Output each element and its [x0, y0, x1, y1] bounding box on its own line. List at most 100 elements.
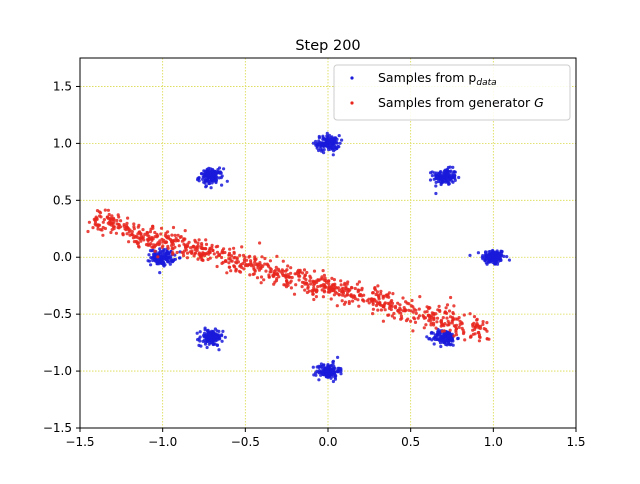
generator-point [246, 264, 250, 268]
generator-point [373, 286, 377, 291]
generator-point [242, 260, 246, 264]
generator-point [318, 284, 322, 288]
data-point [498, 256, 503, 260]
data-point [169, 257, 173, 261]
generator-point [281, 269, 285, 273]
generator-point [449, 295, 453, 300]
generator-point [286, 264, 290, 268]
generator-point [154, 243, 158, 247]
generator-point [153, 249, 157, 253]
generator-point [422, 326, 426, 330]
generator-point [273, 280, 277, 284]
generator-point [476, 331, 480, 335]
data-point [431, 331, 435, 335]
data-point [494, 251, 498, 255]
generator-point [196, 241, 200, 245]
generator-point [332, 283, 336, 288]
data-point [173, 257, 177, 261]
data-point [441, 180, 445, 184]
generator-point [446, 323, 450, 327]
generator-point [232, 246, 236, 250]
generator-point [427, 314, 432, 318]
generator-point [107, 212, 111, 217]
data-point [203, 326, 207, 330]
x-tick-label: −1.5 [65, 435, 94, 449]
generator-point [311, 290, 315, 294]
generator-point [253, 257, 257, 261]
data-point [331, 379, 335, 384]
generator-point [166, 246, 170, 250]
generator-point [356, 298, 360, 302]
generator-point [413, 320, 418, 324]
data-point [197, 179, 201, 183]
generator-point [302, 281, 306, 285]
legend: Samples from pdata Samples from generato… [333, 64, 571, 121]
generator-point [210, 243, 214, 247]
generator-point [290, 275, 294, 280]
generator-point [252, 263, 256, 267]
generator-point [487, 337, 491, 341]
generator-point [260, 255, 264, 259]
generator-point [473, 325, 478, 330]
data-point [505, 255, 509, 259]
generator-point [357, 288, 361, 292]
generator-point [451, 311, 455, 315]
generator-point [218, 252, 222, 256]
generator-point [87, 220, 91, 224]
generator-point [398, 303, 402, 307]
generator-point [151, 224, 155, 228]
data-point [326, 363, 330, 367]
generator-point [171, 252, 175, 256]
data-point [502, 254, 506, 258]
generator-point [460, 322, 464, 326]
generator-point [173, 233, 177, 237]
generator-point [159, 232, 163, 236]
data-point [204, 185, 208, 189]
generator-point [262, 278, 266, 282]
generator-point [477, 339, 481, 343]
data-point [432, 177, 436, 181]
generator-point [96, 227, 100, 231]
generator-point [229, 269, 233, 273]
generator-point [312, 283, 316, 287]
generator-point [115, 218, 119, 223]
data-point [484, 250, 488, 254]
x-tick-label: −1.0 [148, 435, 177, 449]
y-tick-label: 1.5 [53, 79, 72, 93]
generator-point [110, 214, 114, 218]
generator-point [281, 259, 285, 263]
data-point [331, 359, 335, 363]
data-point [201, 339, 205, 343]
data-point [209, 167, 213, 171]
data-point [201, 177, 205, 181]
generator-point [384, 293, 388, 297]
data-point [222, 167, 226, 171]
data-point [214, 174, 218, 178]
legend-label-generator: Samples from generator G [378, 95, 544, 110]
generator-point [355, 282, 359, 286]
generator-point [214, 255, 219, 259]
generator-point [294, 283, 298, 287]
generator-point [139, 239, 143, 243]
data-point [340, 138, 344, 142]
data-point [154, 259, 158, 263]
generator-point [224, 259, 228, 263]
generator-point [234, 260, 238, 264]
generator-point [86, 229, 90, 234]
generator-point [101, 233, 105, 237]
data-point [220, 183, 224, 187]
generator-point [114, 231, 118, 235]
generator-point [458, 319, 462, 323]
data-point [456, 336, 460, 340]
generator-point [342, 302, 346, 306]
generator-point [281, 273, 285, 278]
generator-point [414, 311, 418, 315]
generator-point [409, 319, 413, 323]
data-point [204, 178, 208, 182]
generator-point [211, 248, 215, 253]
generator-point [379, 308, 383, 312]
generator-point [106, 208, 110, 212]
generator-point [292, 292, 297, 296]
generator-point [247, 255, 251, 259]
